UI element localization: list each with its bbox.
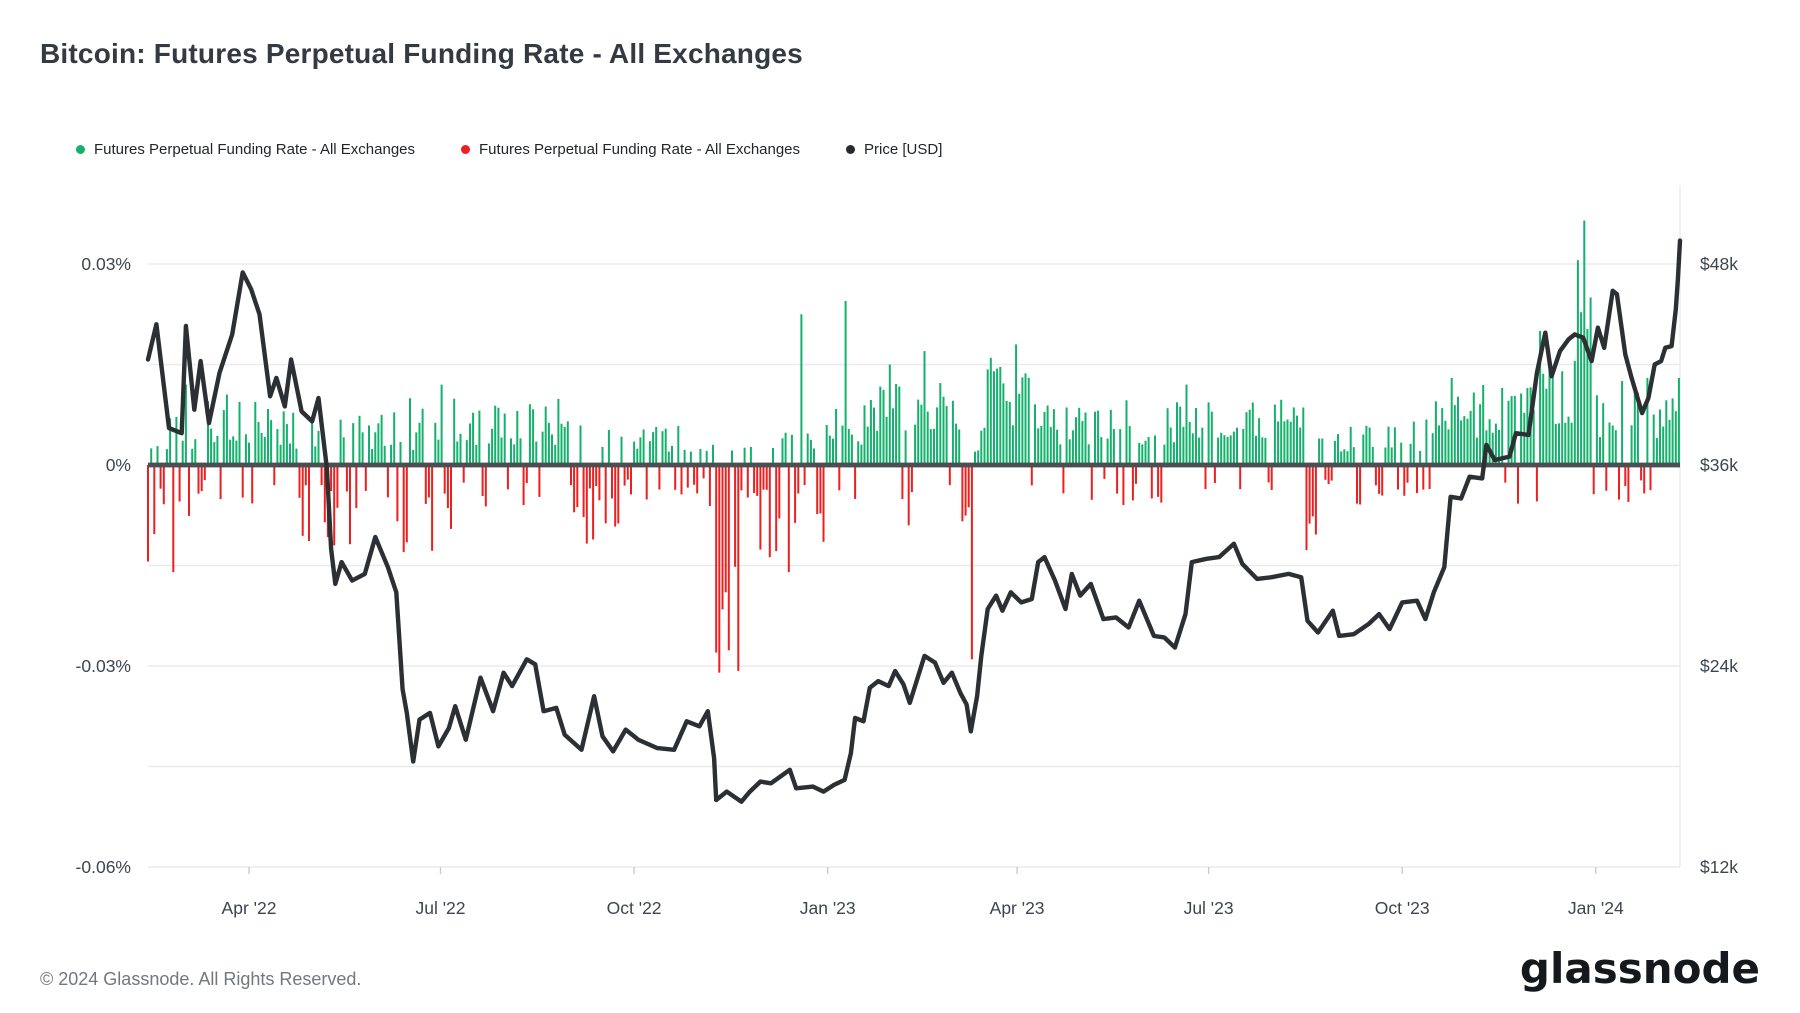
legend-item-price[interactable]: Price [USD] — [846, 141, 942, 158]
x-axis-label: Apr '23 — [990, 898, 1045, 918]
y-axis-label-left: 0.03% — [81, 254, 131, 274]
zero-baseline — [148, 462, 1680, 468]
y-axis-label-left: -0.06% — [76, 857, 131, 877]
x-axis-label: Oct '22 — [607, 898, 662, 918]
y-axis-label-right: $24k — [1700, 656, 1738, 676]
y-axis-label-right: $12k — [1700, 857, 1738, 877]
copyright-text: © 2024 Glassnode. All Rights Reserved. — [40, 969, 362, 989]
y-axis-label-right: $36k — [1700, 455, 1738, 475]
x-axis-label: Jul '22 — [415, 898, 465, 918]
chart-plot-area[interactable]: Apr '22 Jul '22 Oct '22 Jan '23 Apr '23 Jul '… — [0, 0, 1800, 930]
green-dot-icon — [76, 145, 85, 154]
legend-item-funding-negative[interactable]: Futures Perpetual Funding Rate - All Exc… — [461, 141, 800, 158]
x-axis-label: Jan '23 — [800, 898, 856, 918]
legend-item-funding-positive[interactable]: Futures Perpetual Funding Rate - All Exc… — [76, 141, 415, 158]
funding-rate-bars[interactable] — [147, 220, 1680, 673]
glassnode-logo[interactable]: glassnode — [1519, 944, 1760, 993]
x-axis-label: Jul '23 — [1184, 898, 1234, 918]
price-line[interactable] — [145, 238, 1683, 804]
y-axis-label-right: $48k — [1700, 254, 1738, 274]
x-axis: Apr '22 Jul '22 Oct '22 Jan '23 Apr '23 Jul '… — [222, 867, 1624, 918]
legend: Futures Perpetual Funding Rate - All Exc… — [76, 141, 942, 158]
x-axis-label: Apr '22 — [222, 898, 277, 918]
red-dot-icon — [461, 145, 471, 154]
page-title: Bitcoin: Futures Perpetual Funding Rate … — [40, 38, 803, 69]
gridlines — [148, 185, 1681, 868]
legend-label: Futures Perpetual Funding Rate - All Exc… — [94, 141, 416, 158]
x-axis-label: Oct '23 — [1375, 898, 1430, 918]
y-axis-label-left: -0.03% — [76, 656, 131, 676]
y-axes: 0.03% 0% -0.03% -0.06% $48k $36k $24k $12k — [76, 254, 1739, 877]
black-dot-icon — [846, 145, 856, 154]
x-axis-label: Jan '24 — [1568, 898, 1624, 918]
y-axis-label-left: 0% — [106, 455, 131, 475]
legend-label: Futures Perpetual Funding Rate - All Exc… — [479, 141, 801, 158]
legend-label: Price [USD] — [864, 141, 943, 158]
